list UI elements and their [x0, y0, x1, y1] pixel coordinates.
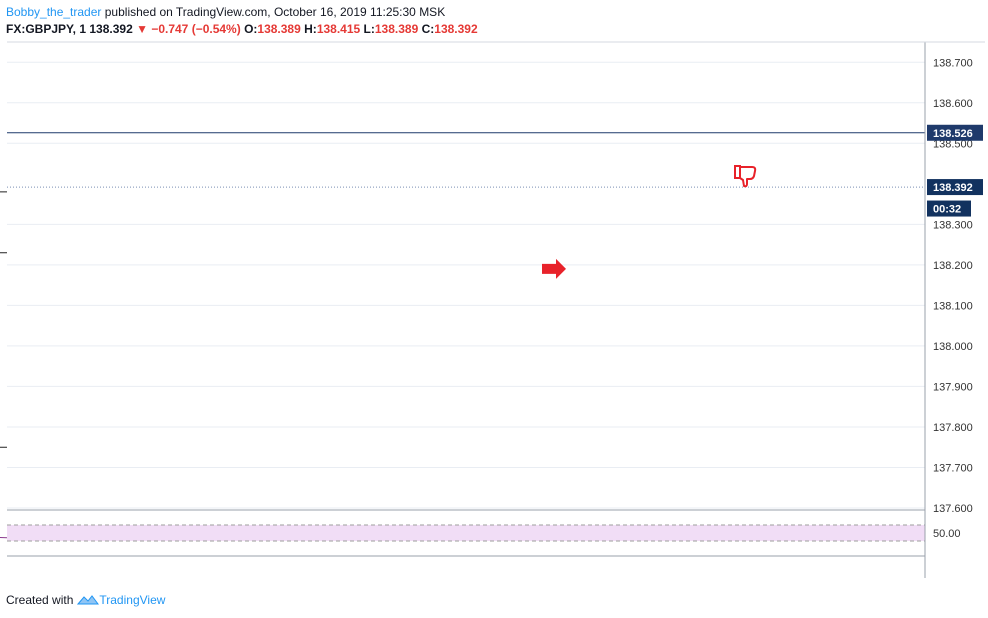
close-label: C: — [421, 22, 435, 36]
price-tick-label: 137.600 — [933, 503, 973, 515]
price-change: ▼ −0.747 (−0.54%) — [136, 22, 241, 36]
footer: Created with TradingView — [6, 593, 165, 607]
thumbs-down-icon — [734, 165, 757, 188]
price-tick-label: 137.700 — [933, 462, 973, 474]
chart-frame — [7, 41, 985, 578]
entry-arrow-icon — [542, 258, 566, 279]
rsi-tick-label: 50.00 — [933, 528, 961, 540]
price-badge-label: 138.392 — [933, 182, 973, 194]
price-tick-label: 137.900 — [933, 381, 973, 393]
price-tick-label: 138.000 — [933, 341, 973, 353]
price-badge — [927, 124, 983, 141]
publication-info: published on TradingView.com, October 16… — [104, 5, 446, 19]
price-tick-label: 138.100 — [933, 300, 973, 312]
high-value: 138.415 — [316, 22, 361, 36]
price-badge-label: 138.526 — [933, 128, 973, 140]
price-badge — [927, 179, 983, 196]
author-link[interactable]: Bobby_the_trader — [6, 5, 102, 19]
price-tick-label: 137.800 — [933, 422, 973, 434]
publication-header: Bobby_the_trader published on TradingVie… — [6, 4, 445, 20]
close-value: 138.392 — [434, 22, 478, 36]
horizontal-levels — [0, 132, 925, 448]
price-tick-label: 138.200 — [933, 260, 973, 272]
price-tick-label: 138.300 — [933, 219, 973, 231]
rsi-band — [7, 525, 925, 541]
open-label: O: — [244, 22, 258, 36]
price-badge — [927, 200, 971, 217]
price-axis[interactable]: 138.700 138.600 138.500 138.300 138.200 138.1… — [933, 57, 973, 540]
rsi-pane — [0, 524, 925, 542]
price-tick-label: 138.700 — [933, 57, 973, 69]
ohlc-legend: FX:GBPJPY, 1 138.392 ▼ −0.747 (−0.54%) O… — [6, 21, 478, 37]
price-badge-label: 00:32 — [933, 204, 961, 216]
created-with-label: Created with — [6, 593, 74, 607]
tradingview-logo[interactable]: TradingView — [77, 593, 165, 607]
last-price: 138.392 — [89, 22, 133, 36]
low-label: L: — [363, 22, 375, 36]
price-tick-label: 138.500 — [933, 138, 973, 150]
tradingview-logo-icon — [77, 595, 100, 605]
low-value: 138.389 — [374, 22, 419, 36]
high-label: H: — [304, 22, 317, 36]
chart-grid — [7, 61, 925, 509]
open-value: 138.389 — [257, 22, 301, 36]
rsi-line — [0, 537, 8, 539]
price-badges: 138.526 138.392 00:32 — [927, 124, 983, 217]
price-tick-label: 138.600 — [933, 98, 973, 110]
symbol-label[interactable]: FX:GBPJPY, 1 — [6, 22, 87, 36]
tradingview-brand-label: TradingView — [99, 593, 166, 607]
